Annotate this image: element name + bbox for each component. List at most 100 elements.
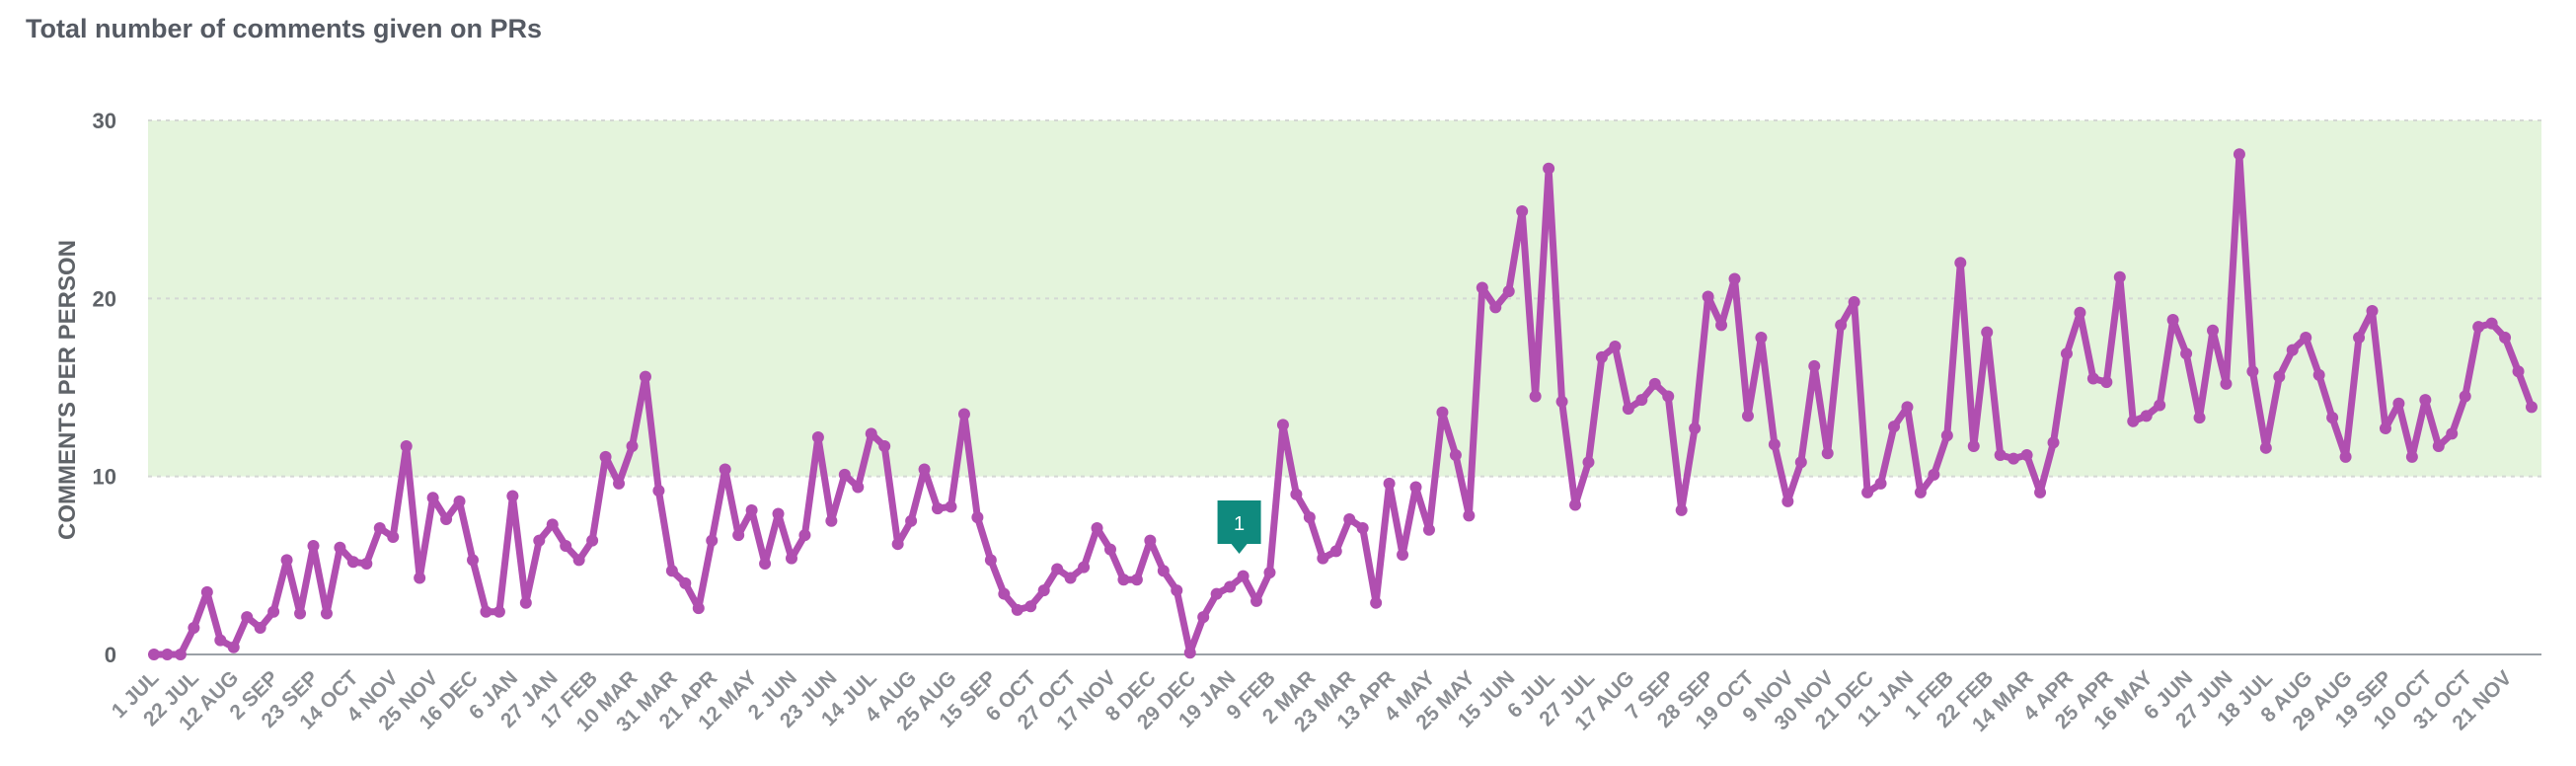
- data-point: [1276, 419, 1289, 431]
- data-point: [1051, 563, 1064, 575]
- data-point: [453, 495, 466, 507]
- chart-title: Total number of comments given on PRs: [26, 14, 543, 43]
- data-point: [1595, 350, 1608, 363]
- annotation-flag[interactable]: [1217, 500, 1261, 554]
- data-point: [1662, 390, 1675, 403]
- y-axis-ticks: 0 10 20 30: [93, 109, 116, 667]
- data-point: [1383, 477, 1396, 490]
- data-point: [2379, 421, 2391, 434]
- data-point: [2193, 412, 2206, 424]
- data-point: [1794, 456, 1807, 469]
- data-point: [2286, 344, 2299, 356]
- data-point: [2047, 436, 2060, 449]
- data-point: [665, 565, 678, 577]
- data-point: [1781, 495, 1794, 507]
- data-point: [2207, 324, 2220, 337]
- data-point: [1317, 552, 1329, 565]
- series-layer: [148, 148, 2538, 660]
- data-point: [320, 607, 333, 620]
- data-point: [957, 408, 970, 421]
- data-point: [1648, 377, 1661, 390]
- data-point: [200, 585, 213, 598]
- data-point: [706, 534, 719, 547]
- data-point: [2472, 321, 2485, 334]
- data-point: [825, 514, 838, 527]
- data-point: [811, 430, 824, 443]
- data-point: [280, 554, 293, 567]
- data-point: [1808, 359, 1821, 372]
- data-point: [745, 503, 758, 516]
- data-point: [1329, 545, 1342, 558]
- data-point: [1476, 281, 1488, 294]
- data-point: [1967, 440, 1980, 453]
- data-point: [2339, 450, 2352, 463]
- data-point: [1981, 326, 1994, 339]
- data-point: [2419, 394, 2432, 407]
- data-point: [1821, 447, 1834, 460]
- data-point: [878, 440, 891, 453]
- data-point: [2008, 452, 2020, 465]
- annotation-layer[interactable]: 1: [1217, 500, 1261, 554]
- data-point: [2140, 410, 2153, 422]
- data-point: [1543, 162, 1555, 175]
- data-point: [732, 529, 745, 542]
- data-point: [1569, 498, 1582, 511]
- data-point: [613, 477, 626, 490]
- data-point: [1237, 570, 1250, 582]
- data-point: [1622, 403, 1634, 416]
- data-point: [546, 518, 559, 531]
- data-point: [1689, 421, 1702, 434]
- data-point: [2432, 440, 2445, 453]
- data-point: [188, 621, 200, 634]
- data-point: [572, 554, 585, 567]
- data-point: [785, 552, 797, 565]
- data-point: [227, 641, 240, 653]
- y-tick-label: 0: [105, 643, 116, 667]
- data-point: [1529, 390, 1542, 403]
- data-point: [1901, 401, 1914, 414]
- data-point: [1250, 594, 1263, 607]
- data-point: [798, 529, 811, 542]
- data-point: [400, 440, 413, 453]
- annotation-marker[interactable]: 1: [1217, 500, 1261, 554]
- data-point: [1555, 395, 1568, 408]
- data-point: [1183, 647, 1196, 659]
- data-point: [918, 463, 931, 476]
- data-point: [838, 468, 851, 481]
- data-point: [1024, 600, 1037, 613]
- data-point: [1502, 285, 1515, 298]
- data-point: [1516, 204, 1529, 217]
- data-point: [1303, 511, 1316, 524]
- data-point: [254, 621, 266, 634]
- data-point: [865, 427, 877, 440]
- data-point: [1091, 521, 1103, 534]
- data-point: [2485, 317, 2498, 330]
- data-point: [1171, 584, 1183, 597]
- data-point: [1675, 503, 1688, 516]
- data-point: [772, 507, 785, 520]
- data-point: [1914, 486, 1927, 498]
- data-point: [932, 502, 945, 515]
- data-point: [905, 514, 918, 527]
- data-point: [759, 558, 772, 571]
- data-point: [2326, 412, 2339, 424]
- data-point: [1835, 319, 1848, 332]
- data-point: [2034, 486, 2047, 498]
- data-point: [466, 554, 479, 567]
- data-point: [2060, 347, 2073, 360]
- data-point: [1409, 481, 1422, 494]
- data-point: [2353, 332, 2366, 345]
- data-point: [1489, 301, 1502, 314]
- data-point: [971, 511, 984, 524]
- data-point: [480, 605, 492, 618]
- data-point: [1011, 603, 1023, 616]
- data-point: [984, 554, 997, 567]
- data-point: [414, 572, 426, 584]
- data-point: [1741, 410, 1754, 422]
- data-point: [2312, 368, 2325, 381]
- data-point: [360, 558, 373, 571]
- data-point: [2220, 377, 2233, 390]
- data-point: [506, 490, 519, 502]
